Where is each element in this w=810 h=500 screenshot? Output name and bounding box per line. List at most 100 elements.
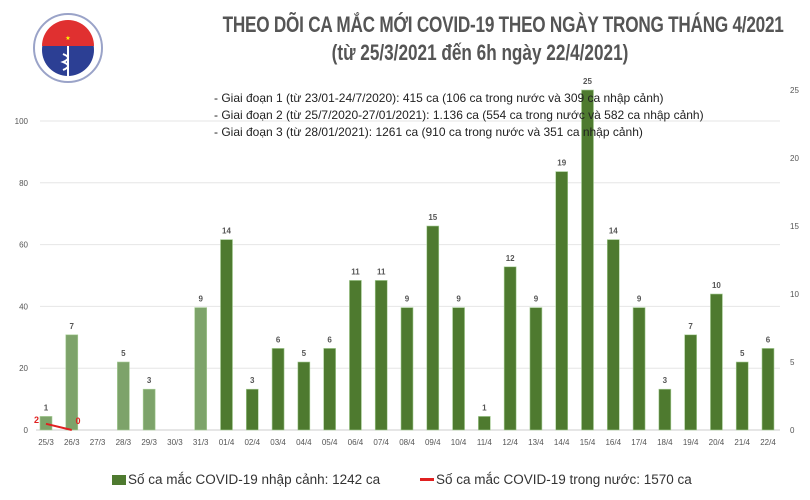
bar bbox=[606, 239, 620, 431]
bar bbox=[735, 361, 749, 431]
bar-data-label: 6 bbox=[327, 335, 332, 344]
phase-note-2: - Giai đoạn 2 (từ 25/7/2020-27/01/2021):… bbox=[214, 108, 704, 122]
bar-data-label: 5 bbox=[121, 349, 126, 358]
x-axis-tick: 17/4 bbox=[631, 438, 647, 447]
bar bbox=[297, 361, 311, 431]
right-axis-tick: 25 bbox=[790, 86, 799, 95]
left-axis-tick: 100 bbox=[15, 117, 29, 126]
x-axis-tick: 20/4 bbox=[709, 438, 725, 447]
legend-swatch-line bbox=[420, 478, 434, 481]
left-axis-tick: 40 bbox=[19, 302, 28, 311]
bar bbox=[349, 280, 362, 431]
bar-data-label: 11 bbox=[351, 267, 360, 276]
x-axis-tick: 11/4 bbox=[477, 438, 493, 447]
right-axis-tick: 15 bbox=[790, 222, 799, 231]
left-axis-tick: 80 bbox=[19, 179, 28, 188]
left-axis-tick: 60 bbox=[19, 241, 28, 250]
bar-data-label: 3 bbox=[147, 376, 152, 385]
legend-item-imported: Số ca mắc COVID-19 nhập cảnh: 1242 ca bbox=[112, 472, 380, 487]
bar-data-label: 6 bbox=[766, 335, 771, 344]
x-axis-tick: 14/4 bbox=[554, 438, 570, 447]
x-axis-tick: 31/3 bbox=[193, 438, 209, 447]
x-axis-tick: 09/4 bbox=[425, 438, 441, 447]
x-axis-tick: 22/4 bbox=[760, 438, 776, 447]
x-axis-tick: 25/3 bbox=[38, 438, 54, 447]
x-axis-tick: 13/4 bbox=[528, 438, 544, 447]
legend-label: Số ca mắc COVID-19 nhập cảnh: 1242 ca bbox=[128, 472, 381, 487]
chart-title: THEO DÕI CA MẮC MỚI COVID-19 THEO NGÀY T… bbox=[222, 12, 784, 37]
bar-data-label: 12 bbox=[506, 254, 515, 263]
x-axis-tick: 02/4 bbox=[244, 438, 260, 447]
bar-data-label: 14 bbox=[609, 227, 618, 236]
bar-data-label: 3 bbox=[663, 376, 668, 385]
right-axis-tick: 0 bbox=[790, 426, 795, 435]
svg-text:★: ★ bbox=[65, 35, 70, 42]
x-axis-tick: 07/4 bbox=[373, 438, 389, 447]
bar-data-label: 3 bbox=[250, 376, 255, 385]
bar-data-label: 14 bbox=[222, 227, 231, 236]
bar bbox=[555, 171, 569, 431]
bar bbox=[323, 348, 336, 431]
legend-label: Số ca mắc COVID-19 trong nước: 1570 ca bbox=[436, 472, 692, 487]
bar bbox=[452, 307, 465, 431]
bar-data-label: 1 bbox=[482, 403, 487, 412]
x-axis-tick: 05/4 bbox=[322, 438, 338, 447]
x-axis-tick: 06/4 bbox=[348, 438, 364, 447]
bar-data-label: 1 bbox=[44, 403, 49, 412]
bar-data-label: 25 bbox=[583, 77, 592, 86]
x-axis-tick: 26/3 bbox=[64, 438, 80, 447]
x-axis-tick: 16/4 bbox=[605, 438, 621, 447]
bar bbox=[117, 361, 130, 431]
bar-data-label: 6 bbox=[276, 335, 281, 344]
bar-data-label: 7 bbox=[688, 322, 693, 331]
x-axis-tick: 04/4 bbox=[296, 438, 312, 447]
x-axis-tick: 15/4 bbox=[580, 438, 596, 447]
bar-data-label: 9 bbox=[637, 295, 642, 304]
bar-data-label: 9 bbox=[534, 295, 539, 304]
phase-note-3: - Giai đoạn 3 (từ 28/01/2021): 1261 ca (… bbox=[214, 125, 643, 139]
bar-data-label: 10 bbox=[712, 281, 721, 290]
x-axis-tick: 08/4 bbox=[399, 438, 415, 447]
bar bbox=[39, 416, 53, 431]
bar-data-label: 9 bbox=[456, 295, 461, 304]
phase-note-1: - Giai đoạn 1 (từ 23/01-24/7/2020): 415 … bbox=[214, 91, 664, 105]
right-axis-tick: 10 bbox=[790, 290, 799, 299]
bar bbox=[271, 348, 285, 431]
bar bbox=[581, 89, 594, 431]
x-axis-tick: 21/4 bbox=[734, 438, 750, 447]
x-axis-tick: 28/3 bbox=[116, 438, 132, 447]
line-data-label: 0 bbox=[75, 416, 80, 426]
bar-data-label: 19 bbox=[557, 159, 566, 168]
bar bbox=[684, 334, 697, 431]
bar bbox=[710, 293, 723, 431]
legend-item-domestic: Số ca mắc COVID-19 trong nước: 1570 ca bbox=[420, 472, 692, 487]
x-axis-tick: 30/3 bbox=[167, 438, 183, 447]
line-data-label: 2 bbox=[34, 415, 39, 425]
bar bbox=[400, 307, 414, 431]
legend-swatch-bar bbox=[112, 474, 126, 485]
bar bbox=[194, 307, 208, 431]
bar bbox=[478, 416, 491, 431]
bar bbox=[529, 307, 543, 431]
bar-data-label: 5 bbox=[740, 349, 745, 358]
left-axis-tick: 20 bbox=[19, 364, 28, 373]
bar-data-label: 9 bbox=[405, 295, 410, 304]
left-axis-tick: 0 bbox=[24, 426, 29, 435]
x-axis-tick: 29/3 bbox=[141, 438, 157, 447]
ministry-of-health-logo: ★ bbox=[33, 13, 103, 83]
bar bbox=[658, 388, 672, 431]
bar bbox=[245, 388, 259, 431]
bar-data-label: 5 bbox=[302, 349, 307, 358]
chart-subtitle: (từ 25/3/2021 đến 6h ngày 22/4/2021) bbox=[331, 40, 629, 65]
bar bbox=[761, 348, 775, 431]
x-axis-tick: 12/4 bbox=[502, 438, 518, 447]
bar bbox=[503, 266, 517, 431]
bar-data-label: 9 bbox=[198, 295, 203, 304]
right-axis-tick: 5 bbox=[790, 358, 795, 367]
bar bbox=[426, 225, 440, 431]
bar-data-label: 11 bbox=[377, 267, 386, 276]
domestic-line bbox=[45, 422, 73, 431]
bar-data-label: 15 bbox=[428, 213, 437, 222]
